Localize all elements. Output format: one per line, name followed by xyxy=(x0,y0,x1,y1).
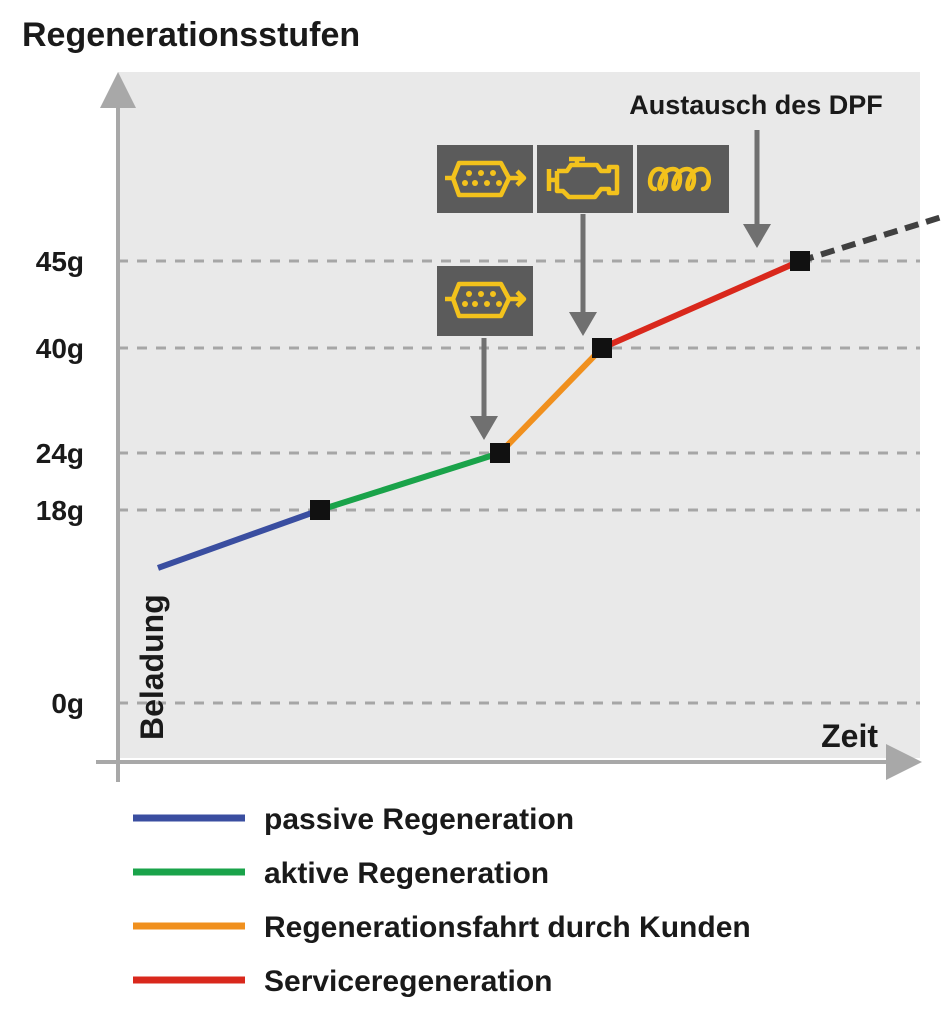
series-line-2 xyxy=(497,345,605,456)
y-tick-labels: 0g 18g 24g 40g 45g xyxy=(36,246,84,719)
arrowhead-24g xyxy=(470,416,498,440)
annotation-austausch-dpf: Austausch des DPF xyxy=(629,90,883,120)
legend-label: aktive Regeneration xyxy=(264,857,549,890)
x-axis-arrow xyxy=(886,744,922,780)
annotation-arrows xyxy=(470,130,771,440)
particle-filter-icon xyxy=(437,266,533,336)
arrowhead-45g xyxy=(743,224,771,248)
x-axis-label: Zeit xyxy=(821,718,878,754)
y-tick-40g: 40g xyxy=(36,333,84,364)
data-point-marker xyxy=(310,500,330,520)
data-point-marker xyxy=(490,443,510,463)
y-axis-label: Beladung xyxy=(134,594,170,740)
legend-label: passive Regeneration xyxy=(264,803,574,836)
series-line-3 xyxy=(600,258,802,351)
y-tick-0g: 0g xyxy=(51,688,84,719)
y-tick-18g: 18g xyxy=(36,495,84,526)
chart-title: Regenerationsstufen xyxy=(22,16,360,54)
arrowhead-40g xyxy=(569,312,597,336)
data-point-marker xyxy=(790,251,810,271)
series-line-1 xyxy=(319,450,501,513)
y-axis-arrow xyxy=(100,72,136,108)
series-line-4 xyxy=(799,213,944,264)
data-point-marker xyxy=(592,338,612,358)
engine-check-icon xyxy=(537,145,633,213)
legend: passive Regeneration aktive Regeneration R… xyxy=(133,803,751,998)
legend-label: Serviceregeneration xyxy=(264,965,552,998)
particle-filter-icon xyxy=(437,145,533,213)
y-tick-45g: 45g xyxy=(36,246,84,277)
y-tick-24g: 24g xyxy=(36,438,84,469)
legend-label: Regenerationsfahrt durch Kunden xyxy=(264,911,751,944)
grid-lines xyxy=(118,259,920,705)
glow-plug-icon xyxy=(637,145,729,213)
series-line-0 xyxy=(156,507,322,571)
data-series xyxy=(156,213,944,571)
